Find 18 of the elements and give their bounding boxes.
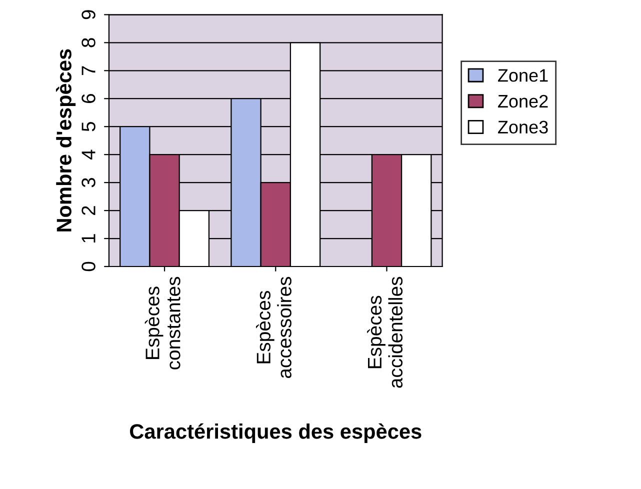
x-tick-label: Espèces constantes bbox=[144, 276, 180, 370]
x-axis-title: Caractéristiques des espèces bbox=[130, 423, 422, 443]
y-tick-label: 0 bbox=[82, 262, 96, 272]
x-tick-label: Espèces accidentelles bbox=[367, 276, 403, 388]
y-tick-label: 7 bbox=[82, 66, 96, 76]
y-tick-label: 3 bbox=[82, 178, 96, 188]
y-tick-label: 9 bbox=[82, 10, 96, 20]
legend-label: Zone2 bbox=[498, 94, 548, 108]
y-tick-label: 1 bbox=[82, 234, 96, 242]
y-tick-label: 6 bbox=[82, 94, 96, 104]
y-axis-title: Nombre d'espèces bbox=[56, 49, 76, 232]
y-tick-label: 4 bbox=[82, 150, 96, 160]
x-tick-label: Espèces accessoires bbox=[256, 276, 292, 378]
legend-label: Zone3 bbox=[498, 120, 548, 134]
y-tick-label: 8 bbox=[82, 38, 96, 48]
y-tick-label: 5 bbox=[82, 122, 96, 132]
legend-label: Zone1 bbox=[498, 69, 548, 82]
y-tick-label: 2 bbox=[82, 206, 96, 215]
